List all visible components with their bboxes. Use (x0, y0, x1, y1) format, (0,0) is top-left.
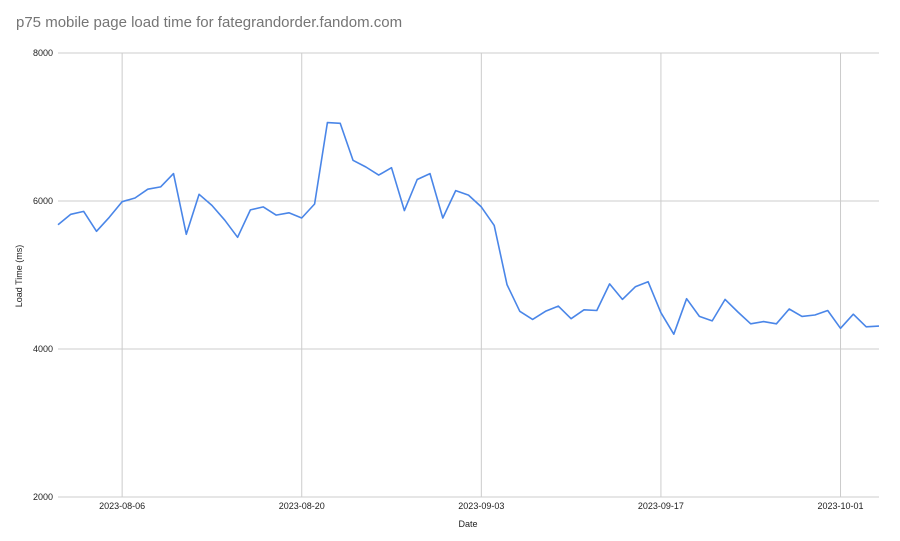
x-axis-label: Date (458, 519, 477, 529)
x-tick-label: 2023-08-20 (279, 501, 325, 511)
chart-title: p75 mobile page load time for fategrando… (16, 14, 403, 31)
gridlines (58, 52, 879, 498)
series-line (57, 121, 880, 335)
y-axis-label: Load Time (ms) (14, 245, 24, 308)
x-tick-label: 2023-10-01 (817, 501, 863, 511)
x-tick-label: 2023-09-17 (638, 501, 684, 511)
x-tick-label: 2023-09-03 (458, 501, 504, 511)
y-axis-ticks: 2000 4000 6000 8000 (33, 48, 53, 502)
y-tick-label: 6000 (33, 196, 53, 206)
x-tick-label: 2023-08-06 (99, 501, 145, 511)
y-tick-label: 4000 (33, 344, 53, 354)
x-axis-ticks: 2023-08-06 2023-08-20 2023-09-03 2023-09-17… (99, 501, 863, 511)
y-tick-label: 2000 (33, 492, 53, 502)
y-tick-label: 8000 (33, 48, 53, 58)
